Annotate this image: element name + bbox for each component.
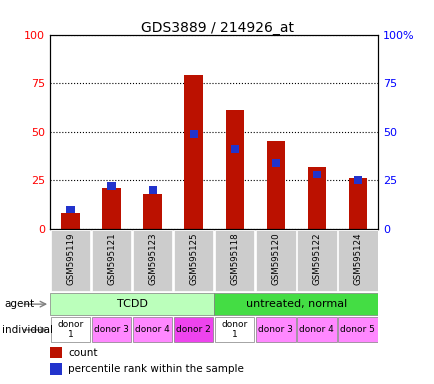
- Text: GSM595121: GSM595121: [107, 232, 116, 285]
- Bar: [271, 159, 279, 167]
- Text: agent: agent: [4, 299, 34, 309]
- Bar: [230, 145, 238, 153]
- FancyBboxPatch shape: [214, 293, 378, 315]
- Text: percentile rank within the sample: percentile rank within the sample: [68, 364, 243, 374]
- Text: GSM595118: GSM595118: [230, 232, 239, 285]
- FancyBboxPatch shape: [338, 230, 377, 291]
- Bar: [312, 170, 320, 178]
- FancyBboxPatch shape: [92, 318, 131, 342]
- Text: GSM595124: GSM595124: [352, 232, 362, 285]
- Text: donor 3: donor 3: [258, 325, 293, 334]
- Text: donor 4: donor 4: [299, 325, 333, 334]
- Bar: [102, 188, 121, 229]
- Text: GSM595122: GSM595122: [312, 232, 321, 285]
- Text: donor
1: donor 1: [221, 319, 247, 339]
- Text: GSM595123: GSM595123: [148, 232, 157, 285]
- Bar: [50, 347, 61, 358]
- Bar: [266, 141, 284, 229]
- Bar: [353, 176, 361, 184]
- FancyBboxPatch shape: [214, 318, 254, 342]
- FancyBboxPatch shape: [51, 230, 90, 291]
- Bar: [148, 186, 156, 194]
- Text: untreated, normal: untreated, normal: [245, 299, 346, 309]
- FancyBboxPatch shape: [296, 230, 336, 291]
- Text: donor
1: donor 1: [57, 319, 83, 339]
- Bar: [348, 178, 366, 229]
- Bar: [189, 130, 197, 137]
- FancyBboxPatch shape: [174, 230, 213, 291]
- Text: GSM595120: GSM595120: [271, 232, 279, 285]
- Text: donor 4: donor 4: [135, 325, 170, 334]
- Text: GSM595119: GSM595119: [66, 232, 75, 285]
- FancyBboxPatch shape: [92, 230, 131, 291]
- Bar: [225, 110, 243, 229]
- Bar: [143, 194, 161, 229]
- FancyBboxPatch shape: [256, 230, 295, 291]
- FancyBboxPatch shape: [174, 318, 213, 342]
- Text: TCDD: TCDD: [116, 299, 147, 309]
- Bar: [66, 205, 75, 214]
- Bar: [307, 167, 326, 229]
- FancyBboxPatch shape: [214, 230, 254, 291]
- Bar: [61, 214, 79, 229]
- FancyBboxPatch shape: [50, 293, 214, 315]
- Text: donor 2: donor 2: [176, 325, 210, 334]
- Text: count: count: [68, 348, 97, 358]
- FancyBboxPatch shape: [296, 318, 336, 342]
- Text: donor 3: donor 3: [94, 325, 129, 334]
- Bar: [50, 363, 61, 375]
- Text: GDS3889 / 214926_at: GDS3889 / 214926_at: [141, 21, 293, 35]
- FancyBboxPatch shape: [133, 230, 172, 291]
- FancyBboxPatch shape: [256, 318, 295, 342]
- FancyBboxPatch shape: [51, 318, 90, 342]
- Text: individual: individual: [2, 325, 53, 335]
- Text: GSM595125: GSM595125: [189, 232, 198, 285]
- FancyBboxPatch shape: [338, 318, 377, 342]
- FancyBboxPatch shape: [133, 318, 172, 342]
- Bar: [184, 75, 203, 229]
- Text: donor 5: donor 5: [340, 325, 375, 334]
- Bar: [107, 182, 115, 190]
